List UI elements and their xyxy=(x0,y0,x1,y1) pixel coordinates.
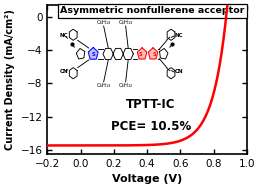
Text: Asymmetric nonfullerene acceptor: Asymmetric nonfullerene acceptor xyxy=(60,6,245,15)
Text: TPTT-IC: TPTT-IC xyxy=(126,98,176,111)
Text: PCE= 10.5%: PCE= 10.5% xyxy=(111,120,191,133)
Y-axis label: Current Density (mA/cm²): Current Density (mA/cm²) xyxy=(5,9,15,150)
X-axis label: Voltage (V): Voltage (V) xyxy=(112,174,182,184)
